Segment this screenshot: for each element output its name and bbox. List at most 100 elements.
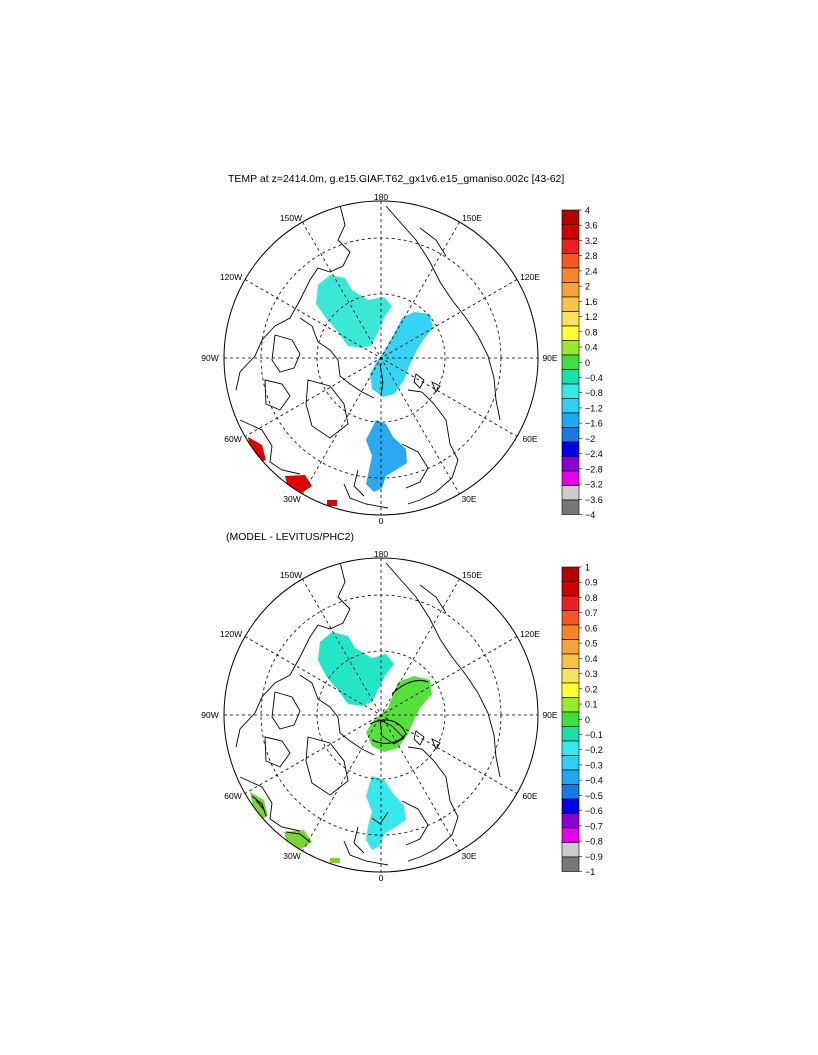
colorbar-swatch xyxy=(561,697,580,713)
colorbar-label: 0.7 xyxy=(585,608,598,618)
polar-map-panel-top: TEMP at z=2414.0m, g.e15.GIAF.T62_gx1v6.… xyxy=(201,173,603,526)
colorbar-label: 2.4 xyxy=(585,266,598,276)
colorbar-swatch xyxy=(561,253,580,269)
lon-label: 30E xyxy=(461,494,476,504)
lon-label: 150W xyxy=(280,570,302,580)
colorbar-swatch xyxy=(561,726,580,742)
lon-label: 120E xyxy=(520,629,540,639)
colorbar-label: −1.2 xyxy=(585,403,603,413)
colorbar-swatch xyxy=(561,224,580,240)
colorbar-swatch xyxy=(561,653,580,669)
colorbar-label: 4 xyxy=(585,206,590,216)
colorbar-label: −0.4 xyxy=(585,776,603,786)
colorbar-label: −3.2 xyxy=(585,480,603,490)
colorbar-label: −2.4 xyxy=(585,449,603,459)
lon-label: 120W xyxy=(220,629,242,639)
colorbar: 1 0.9 0.8 0.7 0.6 0.5 0.4 0.3 0.2 0.1 0 −0.1 −0.2 −0.… xyxy=(561,563,603,877)
lon-label: 0 xyxy=(379,873,384,883)
colorbar-swatch xyxy=(561,581,580,597)
colorbar-swatch xyxy=(561,383,580,399)
colorbar-swatch xyxy=(561,209,580,225)
colorbar-label: 3.6 xyxy=(585,221,598,231)
colorbar-swatch xyxy=(561,412,580,428)
region-north-atlantic xyxy=(250,792,340,863)
lon-label: 150E xyxy=(462,213,482,223)
graticule xyxy=(224,201,538,515)
colorbar-swatch xyxy=(561,427,580,443)
lon-label: 180 xyxy=(374,192,388,202)
lon-label: 60W xyxy=(224,434,241,444)
lon-label: 0 xyxy=(379,516,384,526)
lon-label: 90E xyxy=(542,353,557,363)
colorbar-label: 0.8 xyxy=(585,327,598,337)
colorbar-swatch xyxy=(561,238,580,254)
colorbar-swatch xyxy=(561,566,580,582)
colorbar-label: −0.8 xyxy=(585,837,603,847)
lon-label: 90E xyxy=(542,710,557,720)
region-north-atlantic xyxy=(248,437,337,506)
colorbar-swatch xyxy=(561,668,580,684)
colorbar-label: 0.4 xyxy=(585,654,598,664)
coastlines xyxy=(235,561,501,866)
colorbar-swatch xyxy=(561,798,580,814)
colorbar-swatch xyxy=(561,595,580,611)
colorbar-swatch xyxy=(561,499,580,515)
colorbar-label: −0.3 xyxy=(585,760,603,770)
colorbar-swatch xyxy=(561,369,580,385)
region-eurasian-basin xyxy=(366,676,432,752)
colorbar-label: −1 xyxy=(585,867,595,877)
colorbar-swatch xyxy=(561,624,580,640)
colorbar-label: 1.2 xyxy=(585,312,598,322)
lon-label: 120W xyxy=(220,272,242,282)
lon-label: 30W xyxy=(283,494,300,504)
lon-label: 30W xyxy=(283,851,300,861)
colorbar-label: 0.8 xyxy=(585,593,598,603)
colorbar-label: −0.9 xyxy=(585,852,603,862)
colorbar-swatch xyxy=(561,282,580,298)
map-disc xyxy=(224,558,538,872)
colorbar-label: 0.6 xyxy=(585,623,598,633)
colorbar-label: 2.8 xyxy=(585,251,598,261)
map-boundary xyxy=(223,200,539,516)
chart-title: TEMP at z=2414.0m, g.e15.GIAF.T62_gx1v6.… xyxy=(228,173,564,185)
lon-label: 150E xyxy=(462,570,482,580)
colorbar-swatch xyxy=(561,325,580,341)
colorbar-swatch xyxy=(561,755,580,771)
colorbar-label: 1 xyxy=(585,563,590,573)
colorbar-label: 0.5 xyxy=(585,639,598,649)
colorbar-swatch xyxy=(561,769,580,785)
lon-label: 120E xyxy=(520,272,540,282)
region-nordic-seas xyxy=(366,420,407,492)
colorbar-swatch xyxy=(561,340,580,356)
colorbar-label: 0 xyxy=(585,358,590,368)
lon-label: 180 xyxy=(374,549,388,559)
colorbar-label: −0.7 xyxy=(585,821,603,831)
colorbar-swatch xyxy=(561,711,580,727)
colorbar-label: −2.8 xyxy=(585,464,603,474)
colorbar-label: 1.6 xyxy=(585,297,598,307)
lon-label: 60W xyxy=(224,791,241,801)
lon-label: 90W xyxy=(201,353,218,363)
colorbar-label: −0.6 xyxy=(585,806,603,816)
colorbar-swatch xyxy=(561,354,580,370)
colorbar-swatch xyxy=(561,296,580,312)
lon-label: 90W xyxy=(201,710,218,720)
colorbar-label: −2 xyxy=(585,434,595,444)
zero-contours xyxy=(251,679,429,843)
colorbar-label: −0.4 xyxy=(585,373,603,383)
colorbar-label: −0.2 xyxy=(585,745,603,755)
colorbar-label: −0.8 xyxy=(585,388,603,398)
colorbar-label: 0.9 xyxy=(585,578,598,588)
colorbar-swatch xyxy=(561,827,580,843)
colorbar-swatch xyxy=(561,456,580,472)
colorbar-swatch xyxy=(561,398,580,414)
colorbar-label: 0.1 xyxy=(585,700,598,710)
colorbar-label: −0.5 xyxy=(585,791,603,801)
map-boundary xyxy=(223,557,539,873)
lon-label: 30E xyxy=(461,851,476,861)
chart-subtitle: (MODEL - LEVITUS/PHC2) xyxy=(226,531,354,543)
lon-label: 60E xyxy=(522,791,537,801)
region-canada-basin xyxy=(318,632,394,706)
colorbar-label: −1.6 xyxy=(585,419,603,429)
colorbar-label: 3.2 xyxy=(585,236,598,246)
